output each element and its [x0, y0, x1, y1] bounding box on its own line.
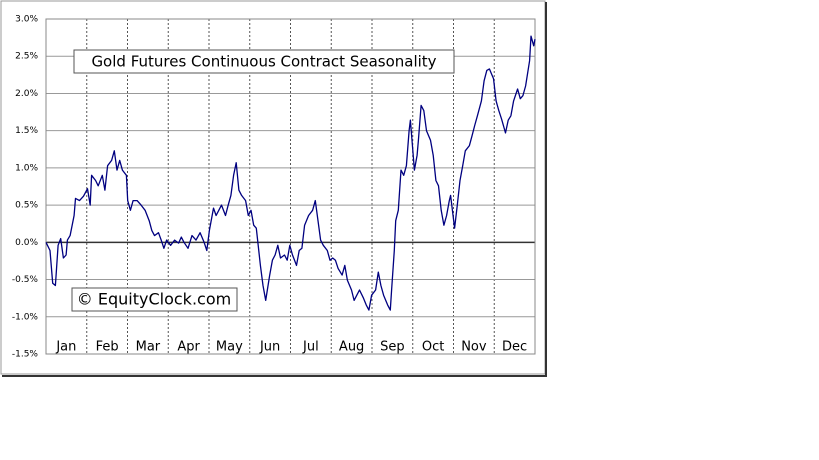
x-tick-label: Jul — [302, 340, 319, 355]
y-tick-label: 0.0% — [15, 238, 38, 248]
x-tick-label: Oct — [422, 340, 444, 355]
x-tick-label: Sep — [380, 340, 405, 355]
x-tick-label: Nov — [461, 340, 487, 355]
y-tick-label: 2.5% — [15, 52, 38, 62]
y-tick-label: -1.0% — [12, 312, 39, 322]
x-tick-label: Mar — [136, 340, 161, 355]
y-tick-label: -1.5% — [12, 350, 39, 360]
y-tick-label: 2.0% — [15, 89, 38, 99]
annotation: © EquityClock.com — [77, 290, 231, 309]
series-line — [45, 35, 536, 311]
chart-title: Gold Futures Continuous Contract Seasona… — [91, 53, 436, 71]
x-tick-label: Apr — [177, 340, 200, 355]
x-tick-label: Jun — [259, 340, 280, 355]
x-tick-label: Aug — [339, 340, 364, 355]
x-tick-label: Feb — [96, 340, 119, 355]
y-tick-label: 1.0% — [15, 163, 38, 173]
x-tick-label: May — [216, 340, 243, 355]
x-tick-label: Jan — [55, 340, 76, 355]
x-tick-label: Dec — [502, 340, 527, 355]
y-tick-label: 0.5% — [15, 201, 38, 211]
y-tick-label: 3.0% — [15, 15, 38, 25]
y-tick-label: 1.5% — [15, 126, 38, 136]
y-tick-label: -0.5% — [12, 275, 39, 285]
annotation-box — [71, 287, 238, 312]
plot-area — [45, 18, 536, 355]
title-box — [73, 49, 455, 74]
